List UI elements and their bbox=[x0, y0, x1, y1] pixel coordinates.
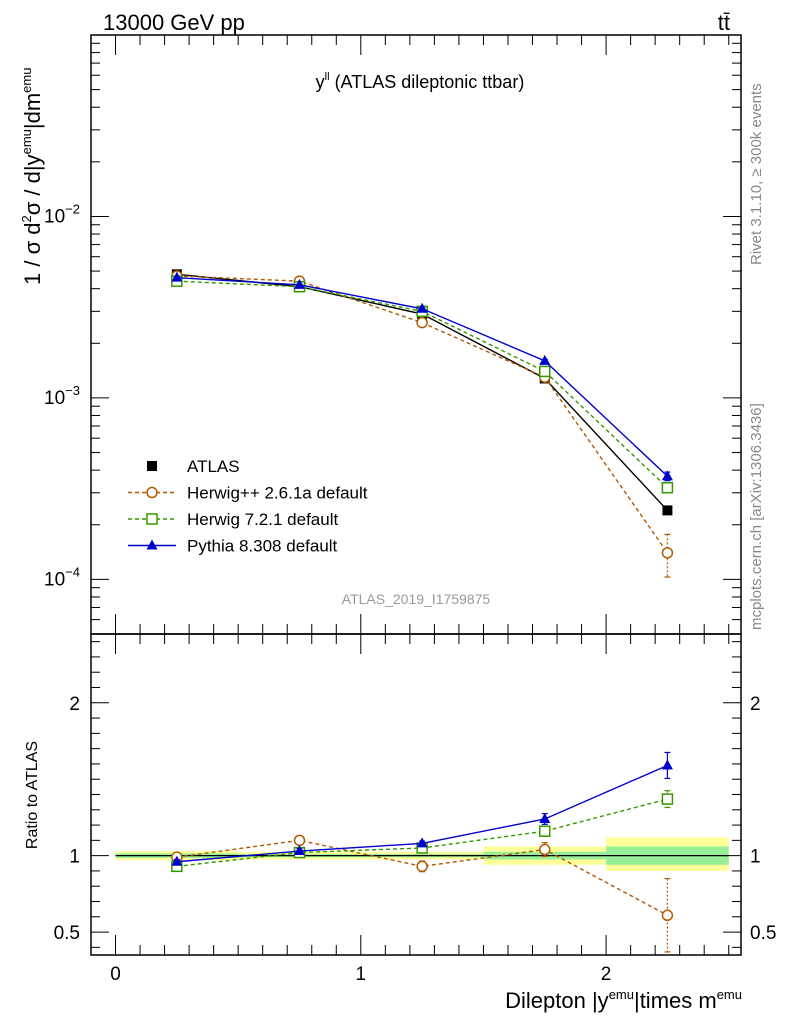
marker-triangle bbox=[293, 845, 305, 856]
main-plot-panel: 10−2 10−3 10−4 ATLAS Herwig++ 2.6.1a default… bbox=[44, 34, 742, 635]
ratio-y-tick-label: 0.5 bbox=[54, 923, 80, 944]
marker-triangle bbox=[171, 855, 183, 866]
legend-label: Herwig 7.2.1 default bbox=[187, 510, 338, 529]
ratio-y-tick-label-right: 0.5 bbox=[750, 923, 776, 944]
energy-label: 13000 GeV pp bbox=[103, 10, 245, 35]
marker-triangle bbox=[146, 539, 158, 550]
marker-circle bbox=[293, 834, 306, 847]
x-axis-label: Dilepton |yemu|times memu bbox=[505, 987, 742, 1013]
ratio-y-tick-label: 2 bbox=[69, 694, 80, 715]
legend-label: ATLAS bbox=[187, 457, 240, 476]
marker-open-square bbox=[146, 513, 158, 525]
marker-open-square bbox=[661, 481, 674, 494]
ratio-plot-panel: 0.5 0.5 1 1 2 2 0 1 2 bbox=[54, 633, 776, 985]
marker-triangle bbox=[661, 470, 673, 481]
ratio-y-tick-label: 1 bbox=[69, 847, 80, 868]
marker-circle bbox=[539, 843, 551, 856]
source-label: mcplots.cern.ch [arXiv:1306.3436] bbox=[748, 403, 765, 630]
y-tick-label: 10−3 bbox=[44, 383, 80, 409]
marker-triangle bbox=[416, 302, 428, 313]
ratio-y-axis-label: Ratio to ATLAS bbox=[24, 741, 41, 849]
marker-square bbox=[147, 461, 157, 471]
analysis-label: ATLAS_2019_I1759875 bbox=[342, 591, 491, 607]
ratio-y-tick-label-right: 1 bbox=[750, 847, 761, 868]
ratio-y-tick-label-right: 2 bbox=[750, 694, 761, 715]
marker-circle bbox=[146, 486, 158, 499]
marker-triangle bbox=[661, 759, 673, 770]
x-tick-label: 1 bbox=[356, 964, 367, 985]
x-tick-label: 0 bbox=[110, 964, 121, 985]
y-tick-label: 10−2 bbox=[44, 201, 80, 227]
marker-circle bbox=[416, 860, 428, 873]
main-y-axis-label: 1 / σ d2σ / d|yemu|dmemu bbox=[19, 68, 45, 285]
y-tick-label: 10−4 bbox=[44, 564, 80, 590]
marker-open-square bbox=[539, 825, 551, 837]
process-label: tt̄ bbox=[718, 10, 730, 35]
marker-circle bbox=[661, 547, 674, 559]
marker-circle bbox=[416, 316, 428, 329]
ratio-frame bbox=[90, 633, 742, 956]
marker-open-square bbox=[539, 365, 551, 378]
marker-square bbox=[662, 505, 673, 516]
marker-triangle bbox=[293, 278, 305, 289]
marker-triangle bbox=[539, 354, 551, 365]
marker-circle bbox=[661, 909, 674, 922]
rivet-label: Rivet 3.1.10, ≥ 300k events bbox=[748, 83, 765, 265]
x-tick-label: 2 bbox=[601, 964, 612, 985]
legend-label: Herwig++ 2.6.1a default bbox=[187, 484, 368, 503]
legend-label: Pythia 8.308 default bbox=[187, 537, 338, 556]
plot-title: yll (ATLAS dileptonic ttbar) bbox=[316, 71, 525, 92]
marker-open-square bbox=[661, 793, 674, 805]
marker-triangle bbox=[416, 837, 428, 848]
marker-triangle bbox=[539, 812, 551, 823]
marker-triangle bbox=[171, 271, 183, 282]
